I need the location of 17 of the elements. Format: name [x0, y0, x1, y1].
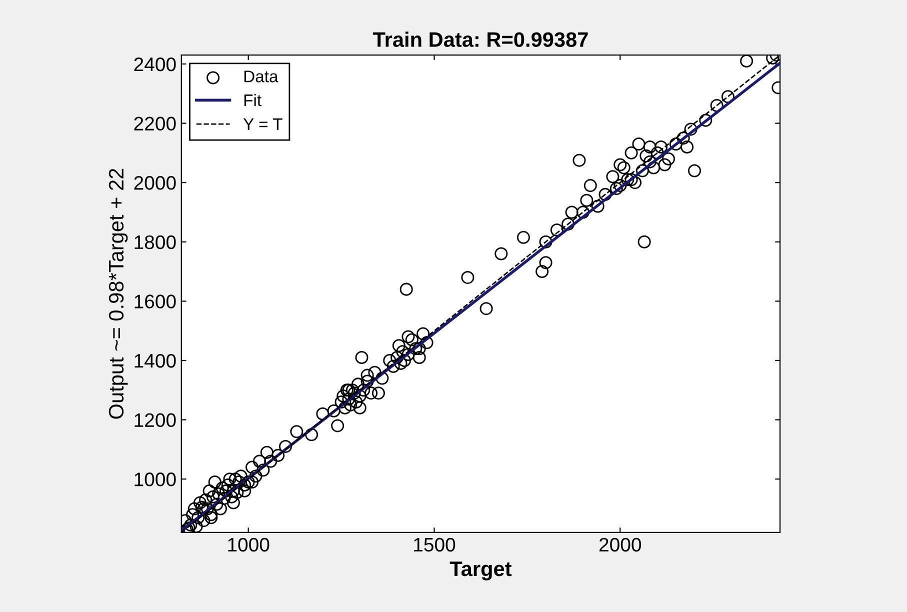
chart-title: Train Data: R=0.99387	[372, 32, 588, 47]
y-tick-label: 2200	[134, 116, 176, 131]
y-tick-label: 1600	[134, 294, 176, 308]
x-axis-title: Target	[450, 562, 512, 580]
legend-label: Fit	[244, 94, 262, 106]
x-tick-label: 2000	[599, 538, 642, 552]
legend-label: Y = T	[243, 118, 282, 130]
x-tick-label: 1000	[228, 538, 270, 552]
y-axis-title: Output ~= 0.98*Target + 22	[108, 168, 128, 419]
x-tick-label: 1500	[414, 538, 456, 552]
y-tick-label: 2000	[134, 176, 176, 190]
y-tick-label: 1800	[134, 235, 176, 250]
y-tick-label: 2400	[134, 57, 176, 72]
y-tick-label: 1000	[134, 472, 176, 486]
legend-label: Data	[244, 70, 278, 82]
y-tick-label: 1200	[134, 413, 176, 428]
y-tick-label: 1400	[134, 354, 176, 368]
